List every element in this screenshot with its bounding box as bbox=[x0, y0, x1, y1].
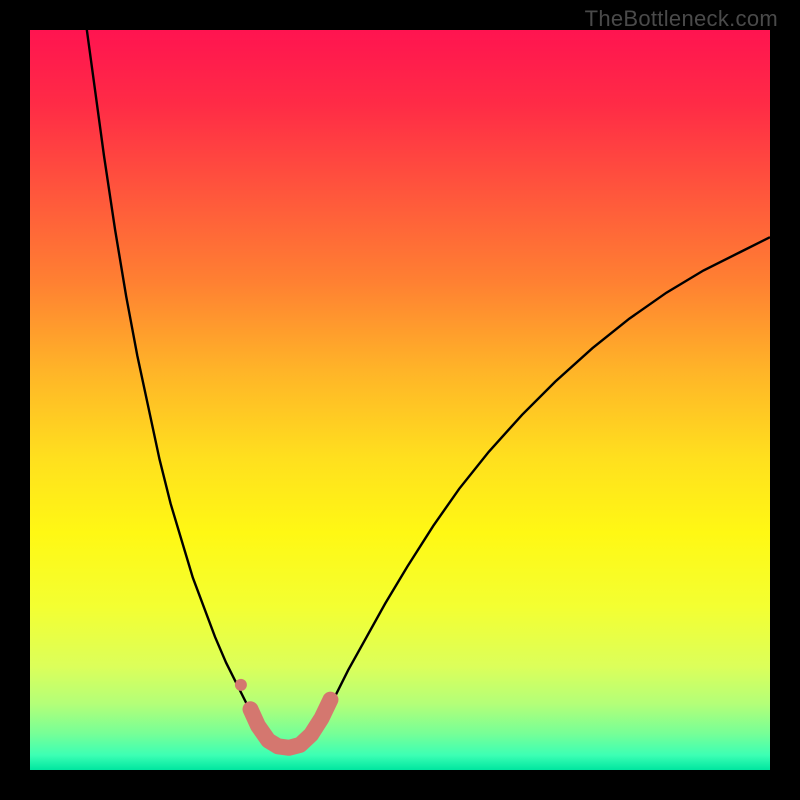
watermark-text: TheBottleneck.com bbox=[585, 6, 778, 32]
highlight-notch-segment bbox=[251, 700, 331, 748]
curve-left-branch bbox=[82, 30, 271, 744]
bottleneck-curve bbox=[30, 30, 770, 770]
curve-right-branch bbox=[308, 237, 771, 744]
plot-area bbox=[30, 30, 770, 770]
highlight-dot bbox=[235, 679, 247, 691]
